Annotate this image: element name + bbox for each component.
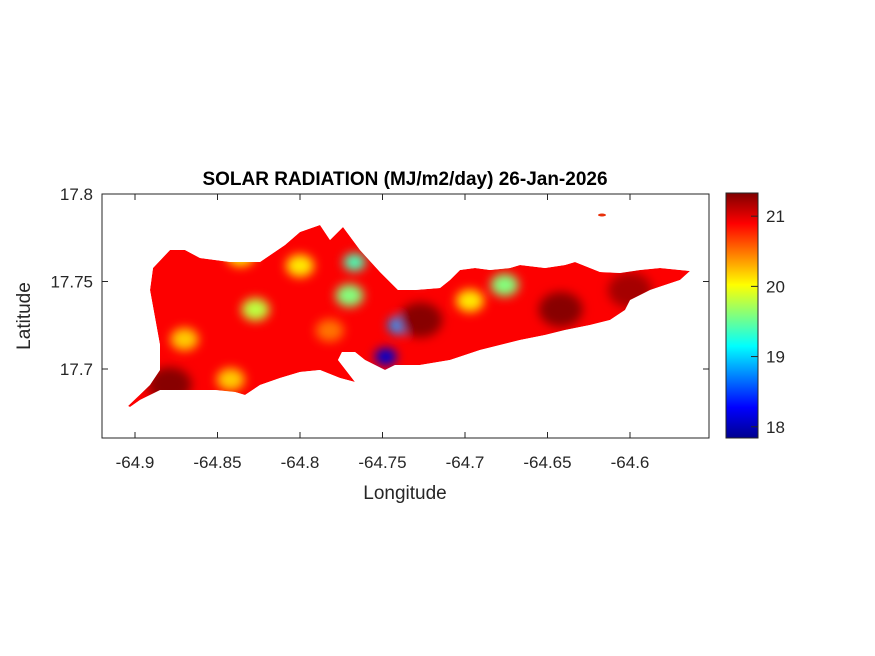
y-tick-label: 17.75 xyxy=(50,273,93,292)
heatmap-feature xyxy=(398,302,443,338)
heatmap-feature xyxy=(147,367,192,403)
heatmap-feature xyxy=(315,319,344,342)
heatmap-feature xyxy=(335,284,364,307)
heatmap-feature xyxy=(241,298,270,321)
chart-title: SOLAR RADIATION (MJ/m2/day) 26-Jan-2026 xyxy=(202,169,607,190)
colorbar-tick-label: 21 xyxy=(766,207,785,226)
heatmap-feature xyxy=(409,263,432,282)
colorbar-tick-label: 18 xyxy=(766,418,785,437)
heatmap-feature xyxy=(226,244,255,267)
heatmap-layer xyxy=(128,225,690,407)
x-tick-label: -64.6 xyxy=(611,453,650,472)
heatmap-feature xyxy=(286,254,314,277)
axes-box xyxy=(101,193,710,439)
islet-mark xyxy=(598,213,606,217)
x-tick-label: -64.8 xyxy=(281,453,320,472)
heatmap-feature xyxy=(608,272,652,308)
heatmap-feature xyxy=(538,291,583,328)
x-tick-label: -64.65 xyxy=(523,453,571,472)
colorbar xyxy=(725,192,759,439)
x-tick-label: -64.85 xyxy=(193,453,241,472)
heatmap-feature xyxy=(216,368,245,391)
x-tick-label: -64.75 xyxy=(358,453,406,472)
x-tick-label: -64.9 xyxy=(116,453,155,472)
y-axis-label: Latitude xyxy=(14,282,35,350)
heatmap-feature xyxy=(394,249,417,268)
heatmap-feature xyxy=(343,253,366,272)
y-tick-label: 17.8 xyxy=(60,185,93,204)
heatmap-feature xyxy=(374,347,397,366)
x-axis-label: Longitude xyxy=(363,483,446,504)
colorbar-tick-label: 19 xyxy=(766,348,785,367)
y-tick-label: 17.7 xyxy=(60,360,93,379)
heatmap-feature xyxy=(170,328,199,351)
heatmap-feature xyxy=(455,289,484,312)
x-tick-label: -64.7 xyxy=(446,453,485,472)
heatmap-feature xyxy=(490,273,519,297)
colorbar-tick-label: 20 xyxy=(766,277,785,296)
